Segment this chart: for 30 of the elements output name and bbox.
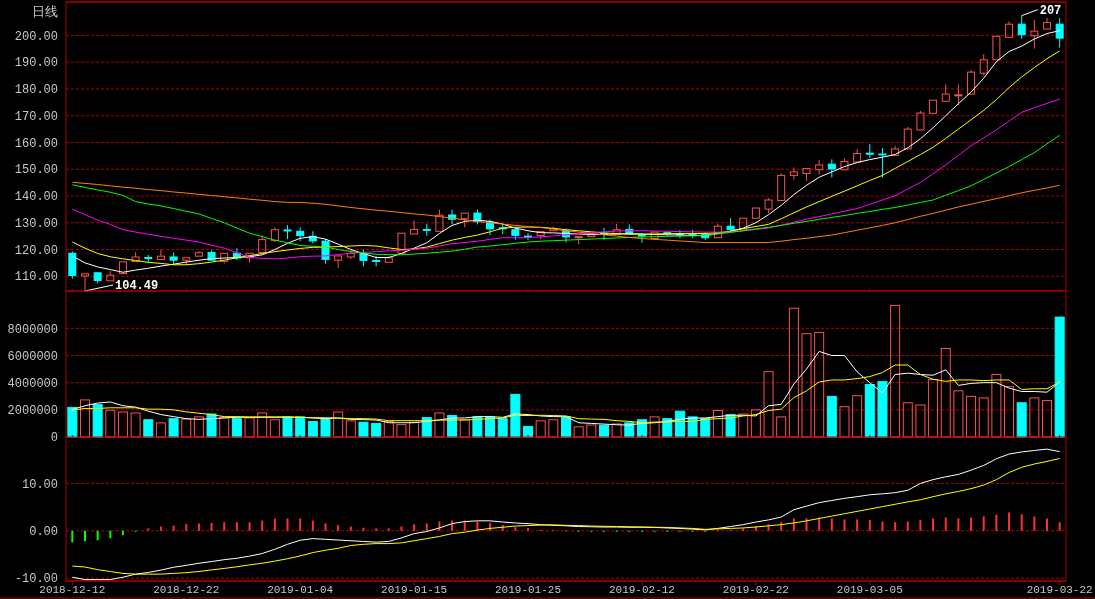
y-tick-label: 170.00 xyxy=(14,109,58,124)
y-tick-label: 4000000 xyxy=(7,376,58,391)
y-tick-label: 190.00 xyxy=(14,56,58,71)
y-tick-label: -10.00 xyxy=(14,572,58,587)
x-tick-label: 2019-03-22 xyxy=(1026,584,1093,596)
x-tick-label: 2018-12-12 xyxy=(39,584,106,596)
y-tick-label: 8000000 xyxy=(7,322,58,337)
x-tick-label: 2019-03-05 xyxy=(836,584,903,596)
y-tick-label: 150.00 xyxy=(14,163,58,178)
x-tick-label: 2019-01-15 xyxy=(381,584,448,596)
annotation: 207 xyxy=(1039,3,1062,18)
x-tick-label: 2019-02-12 xyxy=(608,584,675,596)
y-tick-label: 140.00 xyxy=(14,190,58,205)
y-tick-label: 0.00 xyxy=(29,524,58,539)
y-tick-label: 10.00 xyxy=(21,477,58,492)
x-tick-label: 2018-12-22 xyxy=(153,584,220,596)
y-tick-label: 6000000 xyxy=(7,349,58,364)
y-tick-label: 0 xyxy=(50,431,58,446)
x-tick-label: 2019-02-22 xyxy=(722,584,789,596)
y-tick-label: 2000000 xyxy=(7,404,58,419)
x-tick-label: 2019-01-25 xyxy=(495,584,562,596)
chart-title: 日线 xyxy=(32,4,58,19)
y-tick-label: 130.00 xyxy=(14,216,58,231)
annotation: 104.49 xyxy=(114,279,159,294)
y-tick-label: 120.00 xyxy=(14,243,58,258)
y-tick-label: 160.00 xyxy=(14,136,58,151)
y-tick-label: 180.00 xyxy=(14,83,58,98)
y-tick-label: 200.00 xyxy=(14,29,58,44)
y-tick-label: 110.00 xyxy=(14,270,58,285)
x-tick-label: 2019-01-04 xyxy=(267,584,334,596)
